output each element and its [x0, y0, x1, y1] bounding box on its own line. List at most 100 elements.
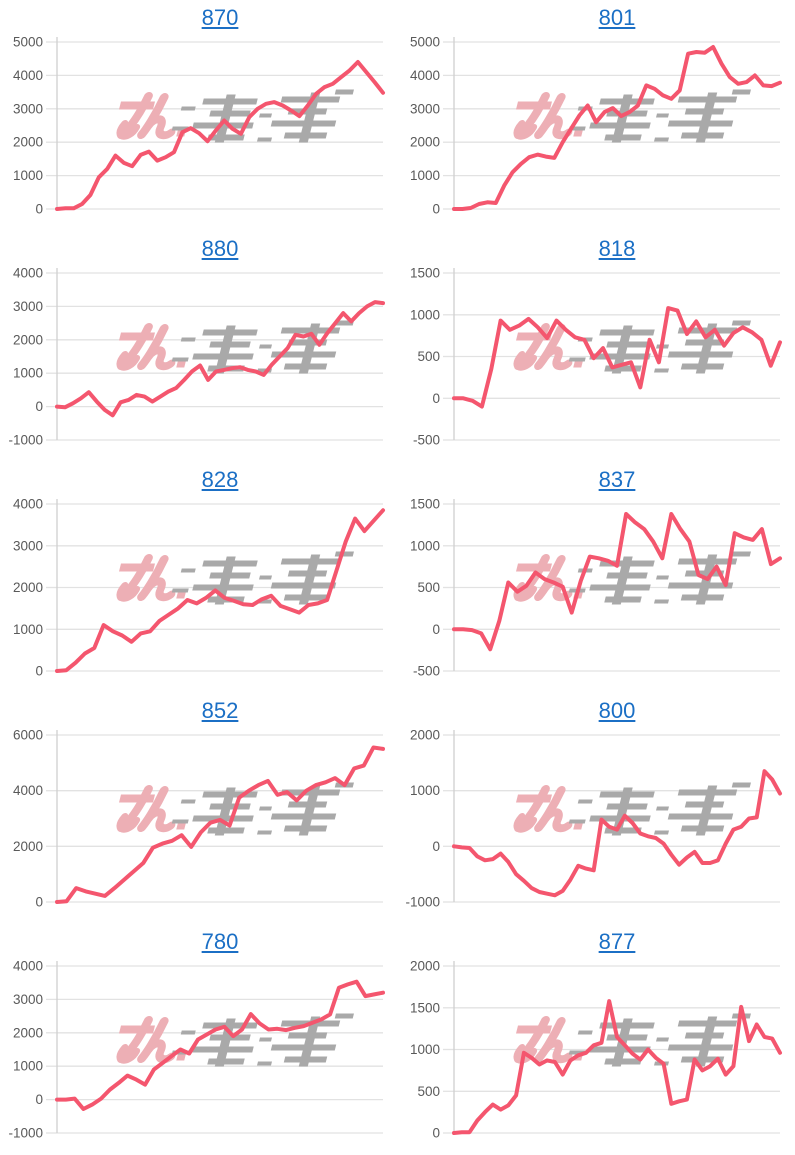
- machine-number-link[interactable]: 837: [598, 467, 636, 492]
- data-series-line: [55, 300, 385, 418]
- line-chart: 0 500 1000 1500 2000: [410, 960, 782, 1141]
- y-tick-label: 4000: [13, 68, 43, 83]
- data-series-line: [452, 769, 782, 898]
- machine-number-link[interactable]: 801: [598, 5, 636, 30]
- y-tick-label: 3000: [13, 538, 43, 553]
- chart-header: 852: [57, 693, 383, 729]
- chart-header: 870: [57, 0, 383, 36]
- y-tick-label: 4000: [410, 68, 440, 83]
- min-repo-watermark: [513, 89, 751, 143]
- chart-cell: 818 -500 0 500 1000 1500: [397, 231, 795, 462]
- y-tick-label: 2000: [13, 580, 43, 595]
- y-tick-label: 1000: [410, 168, 440, 183]
- data-series-line: [55, 60, 385, 211]
- data-series-line: [55, 979, 385, 1111]
- chart-cell: 837 -500 0 500 1000 1500: [397, 462, 795, 693]
- machine-number-link[interactable]: 880: [201, 236, 239, 261]
- line-chart: -1000 0 1000 2000: [405, 729, 782, 910]
- min-repo-watermark: [116, 89, 354, 143]
- y-tick-label: 3000: [410, 101, 440, 116]
- y-tick-label: 1000: [13, 366, 43, 381]
- data-series-line: [452, 306, 782, 409]
- chart-header: 837: [454, 462, 780, 498]
- y-tick-label: 1000: [410, 1042, 440, 1057]
- data-series-line: [452, 512, 782, 652]
- y-tick-label: 1000: [13, 1059, 43, 1074]
- chart-cell: 780 -1000 0 1000 2000 3000 4000: [0, 924, 397, 1155]
- data-series-line: [55, 508, 385, 673]
- y-tick-label: 2000: [410, 960, 440, 974]
- y-tick-label: 0: [35, 399, 43, 414]
- y-tick-label: -500: [413, 433, 440, 448]
- data-series-line: [452, 999, 782, 1135]
- line-chart: -1000 0 1000 2000 3000 4000: [8, 960, 385, 1141]
- y-tick-label: 1500: [410, 1000, 440, 1015]
- machine-number-link[interactable]: 852: [201, 698, 239, 723]
- line-chart: 0 2000 4000 6000: [13, 729, 385, 910]
- line-chart: -500 0 500 1000 1500: [410, 498, 782, 679]
- machine-number-link[interactable]: 828: [201, 467, 239, 492]
- min-repo-watermark: [513, 782, 751, 836]
- chart-cell: 880 -1000 0 1000 2000 3000 4000: [0, 231, 397, 462]
- y-tick-label: 500: [417, 1084, 440, 1099]
- chart-header: 780: [57, 924, 383, 960]
- chart-cell: 852 0 2000 4000 6000: [0, 693, 397, 924]
- y-tick-label: 4000: [13, 783, 43, 798]
- chart-header: 818: [454, 231, 780, 267]
- y-tick-label: -1000: [405, 895, 440, 910]
- y-tick-label: 0: [35, 1092, 43, 1107]
- chart-header: 880: [57, 231, 383, 267]
- y-tick-label: 4000: [13, 960, 43, 974]
- y-tick-label: 1000: [410, 783, 440, 798]
- y-tick-label: 5000: [13, 36, 43, 50]
- y-tick-label: 2000: [410, 135, 440, 150]
- min-repo-watermark: [116, 1013, 354, 1067]
- y-tick-label: 1000: [410, 307, 440, 322]
- y-tick-label: 1000: [410, 538, 440, 553]
- machine-number-link[interactable]: 818: [598, 236, 636, 261]
- min-repo-watermark: [116, 551, 354, 605]
- data-series-line: [452, 45, 782, 211]
- line-chart: -500 0 500 1000 1500: [410, 267, 782, 448]
- y-tick-label: 0: [432, 839, 440, 854]
- y-tick-label: 3000: [13, 101, 43, 116]
- machine-number-link[interactable]: 780: [201, 929, 239, 954]
- y-tick-label: 2000: [410, 729, 440, 743]
- y-tick-label: 1500: [410, 267, 440, 281]
- min-repo-watermark: [513, 1013, 751, 1067]
- y-tick-label: 3000: [13, 992, 43, 1007]
- chart-header: 828: [57, 462, 383, 498]
- y-tick-label: 1500: [410, 498, 440, 512]
- y-tick-label: 2000: [13, 839, 43, 854]
- y-tick-label: 5000: [410, 36, 440, 50]
- machine-number-link[interactable]: 800: [598, 698, 636, 723]
- y-tick-label: 500: [417, 349, 440, 364]
- y-tick-label: -500: [413, 664, 440, 679]
- y-tick-label: 0: [432, 1126, 440, 1141]
- line-chart: 0 1000 2000 3000 4000: [13, 498, 385, 679]
- chart-cell: 800 -1000 0 1000 2000: [397, 693, 795, 924]
- y-tick-label: 0: [432, 202, 440, 217]
- y-tick-label: -1000: [8, 433, 43, 448]
- y-tick-label: 2000: [13, 1025, 43, 1040]
- chart-cell: 870 0 1000 2000 3000 4000 5000: [0, 0, 397, 231]
- machine-number-link[interactable]: 877: [598, 929, 636, 954]
- y-tick-label: 0: [35, 664, 43, 679]
- y-tick-label: 6000: [13, 729, 43, 743]
- min-repo-watermark: [116, 320, 354, 374]
- min-repo-watermark: [116, 782, 354, 836]
- line-chart: 0 1000 2000 3000 4000 5000: [410, 36, 782, 217]
- y-tick-label: 2000: [13, 135, 43, 150]
- y-tick-label: 500: [417, 580, 440, 595]
- y-tick-label: 0: [432, 622, 440, 637]
- chart-header: 801: [454, 0, 780, 36]
- chart-cell: 877 0 500 1000 1500 2000: [397, 924, 795, 1155]
- y-tick-label: 3000: [13, 299, 43, 314]
- machine-number-link[interactable]: 870: [201, 5, 239, 30]
- y-tick-label: 0: [35, 202, 43, 217]
- line-chart: -1000 0 1000 2000 3000 4000: [8, 267, 385, 448]
- y-tick-label: 1000: [13, 622, 43, 637]
- y-tick-label: 0: [432, 391, 440, 406]
- chart-cell: 828 0 1000 2000 3000 4000: [0, 462, 397, 693]
